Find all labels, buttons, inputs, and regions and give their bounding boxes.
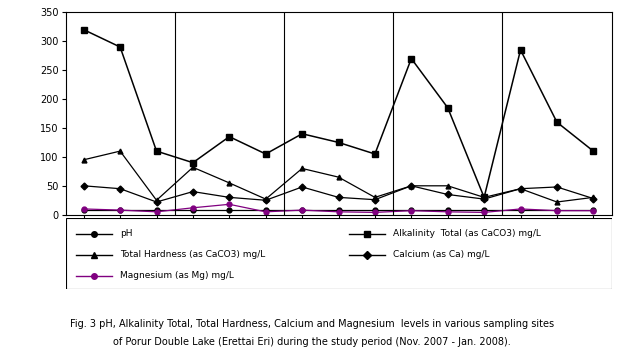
Text: Alkalinity  Total (as CaCO3) mg/L: Alkalinity Total (as CaCO3) mg/L xyxy=(393,229,541,238)
Magnesium (as Mg) mg/L xyxy=(189,206,197,210)
Text: Site - I: Site - I xyxy=(104,268,136,277)
Text: Magnesium (as Mg) mg/L: Magnesium (as Mg) mg/L xyxy=(120,271,234,281)
pH xyxy=(116,208,124,212)
pH xyxy=(226,208,233,212)
Alkalinity Total (as CaCO3) mg/L xyxy=(298,132,306,136)
Alkalinity Total (as CaCO3) mg/L xyxy=(116,45,124,49)
pH xyxy=(517,208,524,212)
Magnesium (as Mg) mg/L xyxy=(517,207,524,211)
Calcium (as Ca) mg/L xyxy=(189,189,197,194)
Total Hardness (as CaCO3) mg/L xyxy=(116,149,124,153)
Magnesium (as Mg) mg/L xyxy=(116,208,124,212)
Magnesium (as Mg) mg/L xyxy=(590,208,597,213)
pH xyxy=(371,208,379,212)
Total Hardness (as CaCO3) mg/L xyxy=(153,198,160,202)
Total Hardness (as CaCO3) mg/L xyxy=(80,158,87,162)
Calcium (as Ca) mg/L xyxy=(334,195,342,200)
Magnesium (as Mg) mg/L xyxy=(153,210,160,214)
Alkalinity Total (as CaCO3) mg/L xyxy=(407,56,415,61)
Calcium (as Ca) mg/L xyxy=(116,187,124,191)
Total Hardness (as CaCO3) mg/L xyxy=(262,197,270,201)
Total Hardness (as CaCO3) mg/L xyxy=(226,181,233,185)
Text: Site - III: Site - III xyxy=(320,268,357,277)
pH xyxy=(262,208,270,212)
Line: Magnesium (as Mg) mg/L: Magnesium (as Mg) mg/L xyxy=(81,202,596,215)
pH xyxy=(590,208,597,212)
Magnesium (as Mg) mg/L xyxy=(226,202,233,206)
Alkalinity Total (as CaCO3) mg/L xyxy=(262,152,270,156)
pH xyxy=(153,208,160,212)
Text: Calcium (as Ca) mg/L: Calcium (as Ca) mg/L xyxy=(393,250,490,259)
Calcium (as Ca) mg/L xyxy=(371,197,379,202)
Total Hardness (as CaCO3) mg/L xyxy=(334,175,342,179)
Alkalinity Total (as CaCO3) mg/L xyxy=(189,161,197,165)
pH xyxy=(444,208,452,212)
Total Hardness (as CaCO3) mg/L xyxy=(480,195,488,200)
Magnesium (as Mg) mg/L xyxy=(444,210,452,214)
Line: Calcium (as Ca) mg/L: Calcium (as Ca) mg/L xyxy=(81,183,596,205)
Total Hardness (as CaCO3) mg/L xyxy=(590,195,597,200)
Calcium (as Ca) mg/L xyxy=(262,198,270,202)
Alkalinity Total (as CaCO3) mg/L xyxy=(444,106,452,110)
Total Hardness (as CaCO3) mg/L xyxy=(517,187,524,191)
Calcium (as Ca) mg/L xyxy=(226,195,233,200)
Alkalinity Total (as CaCO3) mg/L xyxy=(590,149,597,153)
Calcium (as Ca) mg/L xyxy=(590,196,597,201)
Text: Site - V: Site - V xyxy=(539,268,575,277)
Calcium (as Ca) mg/L xyxy=(480,197,488,201)
Magnesium (as Mg) mg/L xyxy=(80,207,87,211)
pH xyxy=(407,208,415,212)
Total Hardness (as CaCO3) mg/L xyxy=(298,166,306,171)
Magnesium (as Mg) mg/L xyxy=(553,208,560,213)
Magnesium (as Mg) mg/L xyxy=(262,210,270,214)
Text: pH: pH xyxy=(120,229,133,238)
pH xyxy=(298,208,306,212)
Alkalinity Total (as CaCO3) mg/L xyxy=(153,149,160,153)
Alkalinity Total (as CaCO3) mg/L xyxy=(80,27,87,32)
Calcium (as Ca) mg/L xyxy=(517,187,524,191)
Magnesium (as Mg) mg/L xyxy=(298,208,306,212)
pH xyxy=(80,208,87,212)
pH xyxy=(334,208,342,212)
Calcium (as Ca) mg/L xyxy=(80,184,87,188)
Total Hardness (as CaCO3) mg/L xyxy=(407,184,415,188)
Alkalinity Total (as CaCO3) mg/L xyxy=(480,195,488,200)
Alkalinity Total (as CaCO3) mg/L xyxy=(371,152,379,156)
Text: Fig. 3 pH, Alkalinity Total, Total Hardness, Calcium and Magnesium  levels in va: Fig. 3 pH, Alkalinity Total, Total Hardn… xyxy=(70,319,554,328)
Calcium (as Ca) mg/L xyxy=(298,185,306,189)
Calcium (as Ca) mg/L xyxy=(553,185,560,189)
Text: Site - IV: Site - IV xyxy=(429,268,467,277)
Calcium (as Ca) mg/L xyxy=(444,192,452,196)
Alkalinity Total (as CaCO3) mg/L xyxy=(334,140,342,145)
Alkalinity Total (as CaCO3) mg/L xyxy=(517,48,524,52)
Line: Total Hardness (as CaCO3) mg/L: Total Hardness (as CaCO3) mg/L xyxy=(81,149,596,205)
Total Hardness (as CaCO3) mg/L xyxy=(444,184,452,188)
Magnesium (as Mg) mg/L xyxy=(480,210,488,214)
Text: Site - II: Site - II xyxy=(212,268,246,277)
Alkalinity Total (as CaCO3) mg/L xyxy=(553,120,560,124)
Text: of Porur Double Lake (Erettai Eri) during the study period (Nov. 2007 - Jan. 200: of Porur Double Lake (Erettai Eri) durin… xyxy=(113,337,511,347)
pH xyxy=(553,208,560,212)
Line: Alkalinity Total (as CaCO3) mg/L: Alkalinity Total (as CaCO3) mg/L xyxy=(81,27,596,200)
Magnesium (as Mg) mg/L xyxy=(371,210,379,214)
Calcium (as Ca) mg/L xyxy=(153,200,160,204)
Total Hardness (as CaCO3) mg/L xyxy=(189,165,197,169)
pH xyxy=(189,208,197,212)
pH xyxy=(480,208,488,212)
Alkalinity Total (as CaCO3) mg/L xyxy=(226,134,233,139)
Magnesium (as Mg) mg/L xyxy=(407,208,415,213)
Line: pH: pH xyxy=(81,208,596,213)
Text: Total Hardness (as CaCO3) mg/L: Total Hardness (as CaCO3) mg/L xyxy=(120,250,265,259)
Total Hardness (as CaCO3) mg/L xyxy=(553,200,560,204)
Total Hardness (as CaCO3) mg/L xyxy=(371,195,379,200)
Calcium (as Ca) mg/L xyxy=(407,184,415,188)
Magnesium (as Mg) mg/L xyxy=(334,210,342,214)
